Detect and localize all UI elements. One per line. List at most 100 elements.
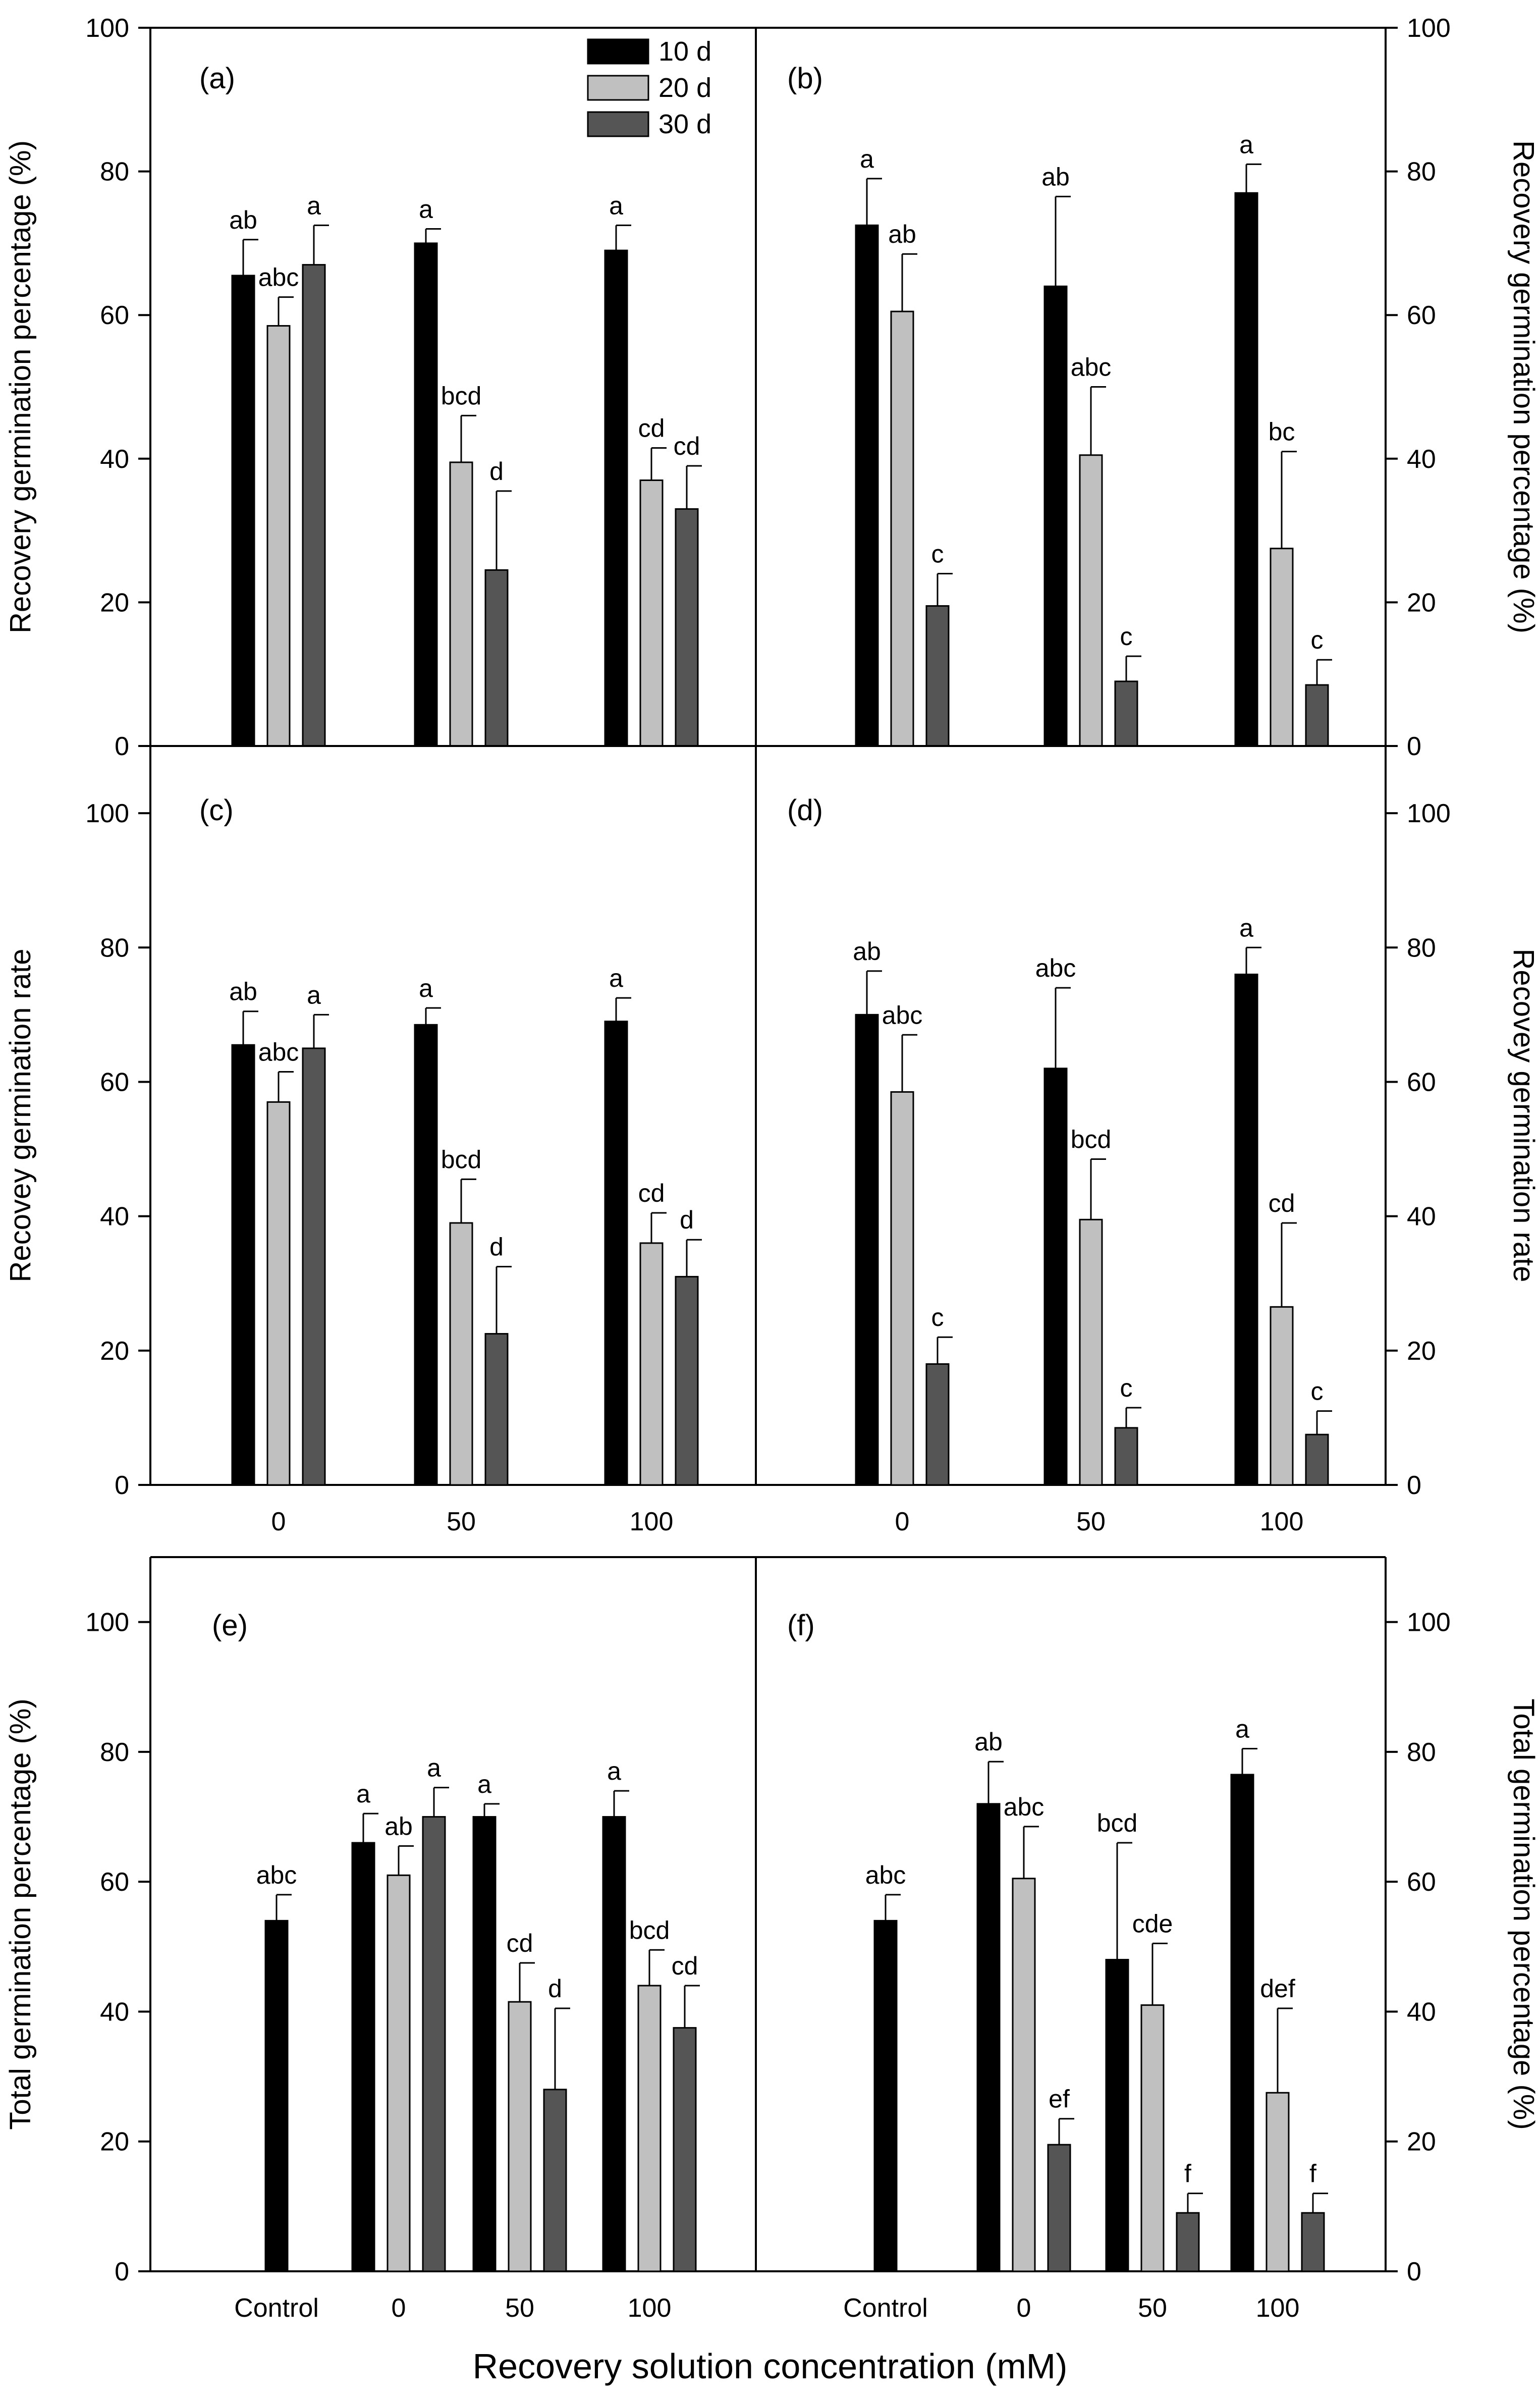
panel-d-bar-30d — [1305, 1433, 1329, 1486]
panel-c-bar-10d — [231, 1044, 255, 1486]
panel-b-significance-letter: c — [1311, 626, 1324, 654]
panel-d-y-tick-label: 100 — [1407, 799, 1451, 828]
panel-c-bar-30d — [675, 1275, 699, 1486]
panel-c-significance-letter: bcd — [441, 1145, 482, 1174]
panel-f-y-axis-label: Total germination percentage (%) — [1507, 1698, 1540, 2129]
panel-e-bar-10d — [472, 1816, 497, 2272]
panel-d-x-tick-label: 0 — [895, 1507, 910, 1536]
panel-c-x-tick-label: 50 — [447, 1507, 476, 1536]
panel-b-y-tick-label: 20 — [1407, 588, 1436, 617]
panel-e-y-tick-label: 20 — [100, 2127, 129, 2157]
panel-e-bar-30d — [673, 2027, 697, 2272]
panel-d-bar-10d — [1234, 974, 1258, 1486]
panel-b-y-axis-label: Recovery germination percentage (%) — [1507, 140, 1540, 633]
panel-d-bar-10d — [1043, 1068, 1068, 1486]
panel-d-significance-letter: abc — [882, 1001, 923, 1029]
panel-e-significance-letter: d — [548, 1975, 562, 2003]
panel-e-y-tick-label: 40 — [100, 1997, 129, 2027]
panel-e-x-tick-label: Control — [234, 2294, 319, 2323]
panel-c-bar-20d — [449, 1222, 473, 1486]
panel-a-significance-letter: ab — [229, 206, 257, 234]
panel-d-bar-20d — [1079, 1218, 1103, 1486]
panel-f-bar-20d — [1266, 2092, 1290, 2272]
panel-d-x-tick-label: 100 — [1260, 1507, 1304, 1536]
panel-b-significance-letter: ab — [888, 220, 916, 248]
panel-a-y-tick-label: 20 — [100, 588, 129, 617]
panel-c-significance-letter: abc — [258, 1038, 299, 1066]
panel-c-x-tick-label: 0 — [271, 1507, 286, 1536]
panel-e-y-tick-label: 100 — [85, 1608, 129, 1637]
legend-label: 20 d — [658, 73, 711, 103]
shared-x-axis-label: Recovery solution concentration (mM) — [473, 2347, 1068, 2386]
panel-b-bar-20d — [1270, 548, 1294, 747]
panel-c-y-tick-label: 0 — [115, 1471, 129, 1500]
panel-d-significance-letter: ab — [853, 937, 881, 966]
panel-a-bar-30d — [675, 508, 699, 747]
panel-a-y-axis-label: Recovery germination percentage (%) — [4, 140, 37, 633]
panel-e-y-tick-label: 0 — [115, 2257, 129, 2286]
panel-b-label: (b) — [787, 62, 823, 95]
panel-d-bar-30d — [1114, 1427, 1138, 1486]
panel-d-label: (d) — [787, 794, 823, 827]
panel-b-bar-20d — [890, 310, 914, 747]
panel-d-y-tick-label: 60 — [1407, 1068, 1436, 1097]
panel-c-significance-letter: cd — [638, 1179, 665, 1207]
panel-b-significance-letter: a — [1239, 130, 1253, 158]
panel-a-bar-20d — [266, 325, 291, 747]
panel-a-bar-20d — [639, 479, 664, 747]
panel-f-y-tick-label: 100 — [1407, 1608, 1451, 1637]
panel-d-bar-20d — [1270, 1306, 1294, 1486]
panel-b-y-tick-label: 0 — [1407, 732, 1421, 761]
panel-b-y-tick-label: 100 — [1407, 14, 1451, 43]
panel-d-bar-10d — [855, 1014, 879, 1486]
legend-swatch-30d — [587, 111, 649, 137]
panel-e-bar-10d — [264, 1920, 289, 2272]
panel-b-significance-letter: c — [1120, 622, 1133, 651]
panel-e-x-tick-label: 100 — [628, 2294, 672, 2323]
panel-f-y-tick-label: 60 — [1407, 1868, 1436, 1897]
panel-f-y-tick-label: 0 — [1407, 2257, 1421, 2286]
panel-d-y-tick-label: 20 — [1407, 1337, 1436, 1366]
panel-f-significance-letter: cde — [1132, 1909, 1173, 1938]
panel-c-bar-30d — [484, 1333, 509, 1486]
panel-f-bar-20d — [1012, 1878, 1036, 2272]
panel-a-significance-letter: cd — [638, 414, 665, 442]
panel-d-y-axis-label: Recovey germination rate — [1507, 949, 1540, 1283]
panel-e-bar-10d — [602, 1816, 626, 2272]
panel-f-bar-30d — [1047, 2144, 1071, 2272]
panel-a-significance-letter: bcd — [441, 382, 482, 410]
panel-a-bar-30d — [302, 264, 326, 747]
panel-d-significance-letter: cd — [1269, 1189, 1295, 1217]
panel-a-label: (a) — [199, 62, 235, 95]
panel-d-significance-letter: c — [1311, 1377, 1324, 1406]
panel-f-y-tick-label: 40 — [1407, 1997, 1436, 2027]
panel-b-bar-30d — [925, 605, 950, 747]
panel-b-significance-letter: a — [860, 145, 874, 173]
panel-b-significance-letter: abc — [1071, 353, 1112, 382]
panel-d-significance-letter: a — [1239, 914, 1253, 942]
panel-e-bar-30d — [422, 1816, 446, 2272]
panel-f-bar-10d — [976, 1803, 1001, 2272]
panel-b-significance-letter: c — [931, 540, 944, 568]
panel-a-y-tick-label: 100 — [85, 14, 129, 43]
panel-b-bar-30d — [1114, 680, 1138, 747]
panel-f-bar-10d — [1105, 1959, 1129, 2272]
panel-f-bar-10d — [1230, 1774, 1254, 2272]
panel-b-y-tick-label: 60 — [1407, 301, 1436, 330]
panel-f-significance-letter: abc — [1004, 1793, 1044, 1821]
panel-d-x-tick-label: 50 — [1076, 1507, 1106, 1536]
panel-d-y-tick-label: 40 — [1407, 1202, 1436, 1232]
panel-e-significance-letter: a — [607, 1757, 621, 1785]
panel-e-significance-letter: bcd — [629, 1916, 670, 1944]
panel-a-y-tick-label: 60 — [100, 301, 129, 330]
panel-b-bar-10d — [855, 224, 879, 747]
panel-a-significance-letter: a — [307, 191, 321, 220]
panel-f-x-tick-label: Control — [843, 2294, 928, 2323]
panel-d-y-tick-label: 0 — [1407, 1471, 1421, 1500]
panel-d-significance-letter: bcd — [1071, 1126, 1112, 1154]
panel-c-x-tick-label: 100 — [630, 1507, 674, 1536]
panel-f-bar-30d — [1301, 2212, 1325, 2272]
panel-c-significance-letter: a — [609, 964, 623, 992]
